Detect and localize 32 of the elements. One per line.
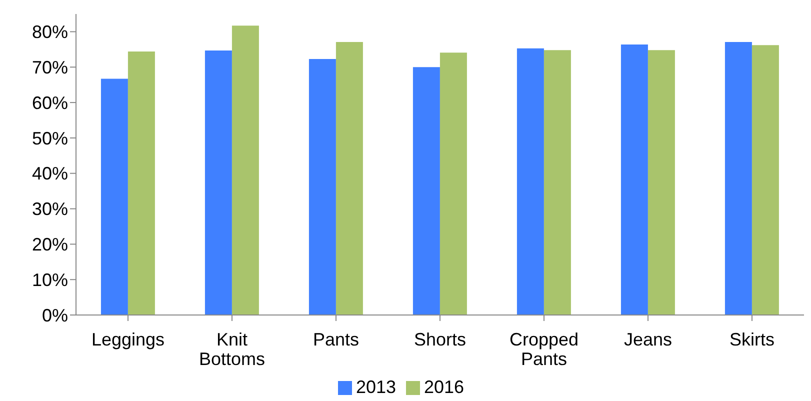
bar	[544, 50, 571, 315]
bar	[100, 78, 128, 315]
y-tick-label: 70%	[32, 58, 68, 78]
bar	[648, 50, 675, 315]
bar	[724, 42, 752, 315]
bar	[128, 52, 155, 315]
y-tick-label: 50%	[32, 128, 68, 148]
legend-label: 2013	[356, 377, 396, 397]
bar	[752, 45, 779, 315]
y-tick-label: 80%	[32, 22, 68, 42]
y-tick-label: 10%	[32, 270, 68, 290]
bar	[440, 52, 467, 315]
y-tick-label: 30%	[32, 199, 68, 220]
x-tick-label: Pants	[312, 329, 360, 350]
bar	[412, 67, 440, 315]
x-tick-label: Cropped Pants	[509, 329, 579, 370]
legend-label: 2016	[424, 377, 464, 397]
bar	[204, 50, 232, 315]
y-tick-label: 40%	[32, 164, 68, 184]
x-tick-label: Jeans	[624, 329, 672, 350]
x-tick-label: Leggings	[91, 329, 165, 350]
y-tick-label: 0%	[42, 305, 68, 326]
y-tick-label: 60%	[32, 92, 68, 113]
x-tick-label: Knit Bottoms	[198, 329, 266, 370]
x-tick-label: Shorts	[414, 329, 466, 350]
x-tick-label: Skirts	[730, 329, 774, 350]
bar	[232, 26, 259, 315]
y-tick-label: 20%	[32, 234, 68, 255]
bar	[620, 44, 648, 315]
bar	[308, 58, 336, 315]
bar	[516, 48, 544, 315]
bar	[336, 42, 363, 315]
